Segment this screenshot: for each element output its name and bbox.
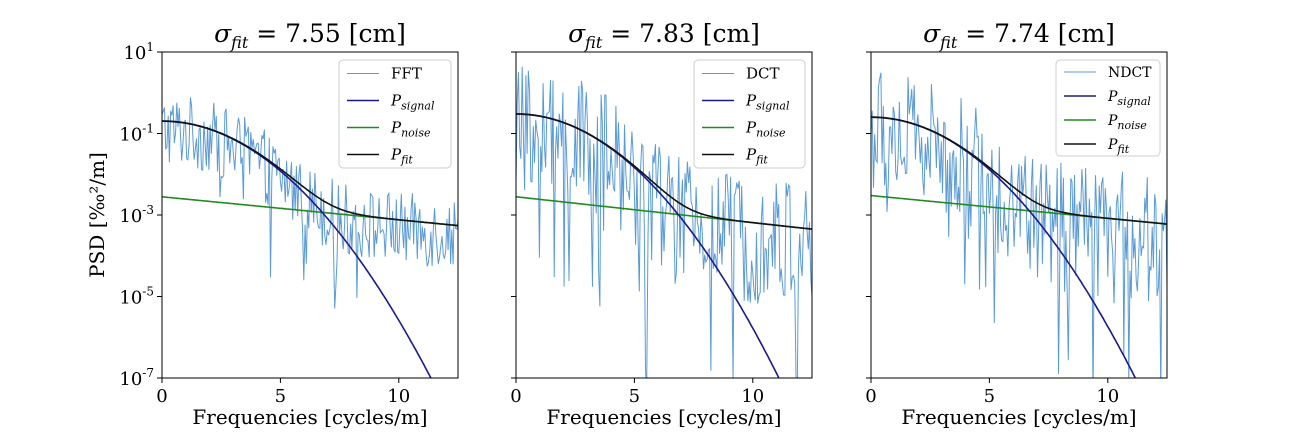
legend-entry: Psignal — [390, 92, 435, 113]
fit-curve — [871, 116, 1167, 225]
y-axis-label: PSD [‰²/m] — [85, 152, 109, 278]
legend-box — [693, 59, 806, 169]
chart-title: σfit = 7.74 [cm] — [923, 19, 1115, 52]
plot-area — [871, 72, 1167, 378]
x-tick-label: 10 — [387, 386, 410, 407]
x-tick-label: 5 — [629, 386, 640, 407]
legend-entry: FFT — [391, 65, 422, 83]
y-tick-label: 10-1 — [119, 122, 154, 146]
legend: DCT Psignal Pnoise Pfit — [693, 59, 806, 169]
spectrum-line — [162, 97, 458, 309]
spectrum-line — [871, 72, 1167, 378]
x-tick-label: 10 — [741, 386, 764, 407]
legend-entry: NDCT — [1108, 65, 1152, 81]
x-tick-label: 0 — [156, 386, 167, 407]
x-tick-label: 0 — [510, 386, 521, 407]
x-tick-label: 10 — [1096, 386, 1119, 407]
legend-entry: Pfit — [390, 146, 413, 167]
x-tick-label: 5 — [275, 386, 286, 407]
y-tick-label: 10-7 — [119, 366, 154, 390]
fit-curve — [162, 120, 458, 227]
y-tick-label: 101 — [123, 40, 154, 64]
x-axis-label: Frequencies [cycles/m] — [192, 405, 427, 429]
legend-entry: Psignal — [1107, 89, 1151, 108]
legend-entry: Pfit — [745, 146, 768, 167]
legend-entry: DCT — [746, 65, 780, 83]
legend-entry: Pfit — [1107, 137, 1130, 156]
y-tick-label: 10-3 — [119, 203, 154, 227]
legend-entry: Pnoise — [745, 119, 786, 140]
legend-entry: Psignal — [745, 92, 790, 113]
x-axis-label: Frequencies [cycles/m] — [901, 405, 1136, 429]
chart-title: σfit = 7.83 [cm] — [568, 19, 760, 52]
legend-entry: Pnoise — [1107, 113, 1147, 132]
x-axis-label: Frequencies [cycles/m] — [546, 405, 781, 429]
x-tick-label: 0 — [865, 386, 876, 407]
chart-panel-1: 0 5 10 10-7 10-5 10-3 10-1 101 Frequencies [cycl… — [85, 19, 459, 429]
plot-area — [162, 97, 458, 378]
fit-curve — [516, 113, 812, 230]
y-tick-label: 10-5 — [119, 285, 154, 309]
plot-area — [516, 66, 812, 378]
legend-box — [338, 59, 452, 169]
legend: NDCT Psignal Pnoise Pfit — [1055, 59, 1161, 157]
legend: FFT Psignal Pnoise Pfit — [338, 59, 452, 169]
x-tick-label: 5 — [984, 386, 995, 407]
chart-title: σfit = 7.55 [cm] — [214, 19, 406, 52]
legend-box — [1055, 59, 1161, 157]
spectrum-line — [516, 66, 812, 378]
legend-entry: Pnoise — [390, 119, 431, 140]
